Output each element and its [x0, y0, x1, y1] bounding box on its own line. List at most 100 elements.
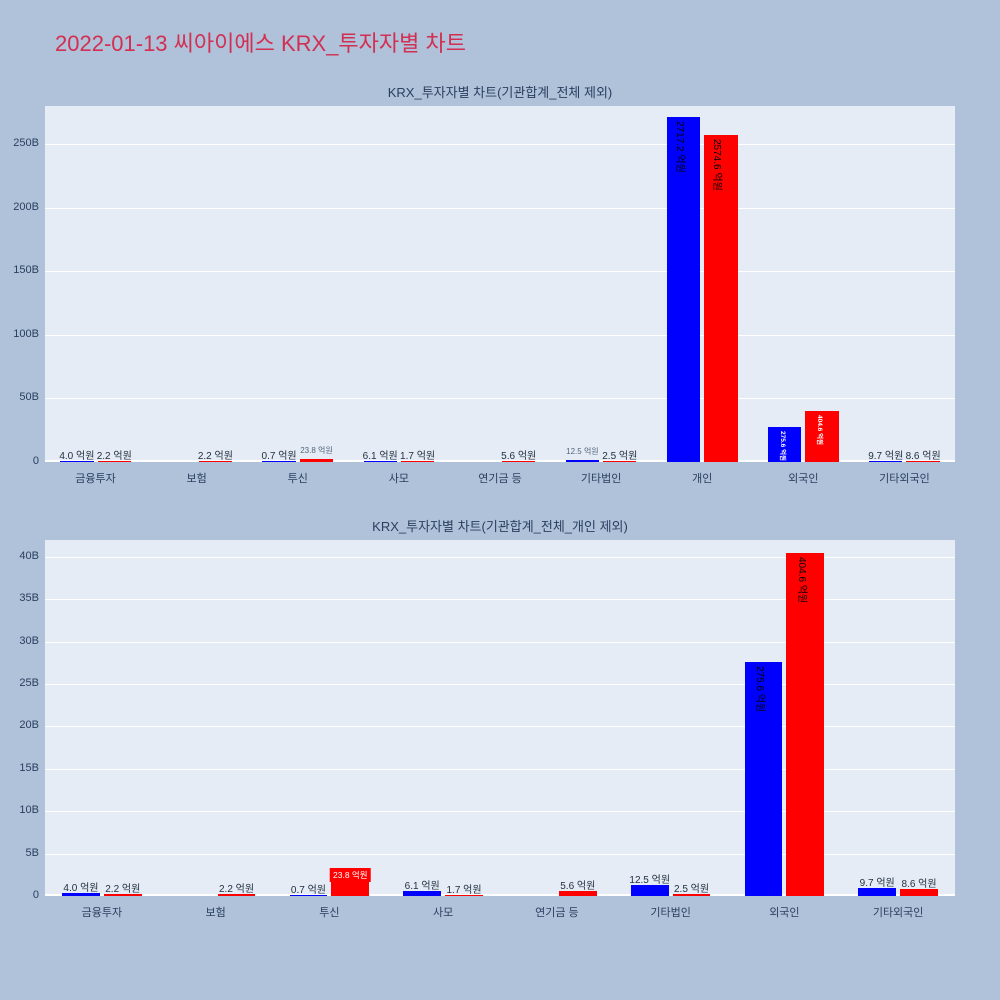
chart-2-title: KRX_투자자별 차트(기관합계_전체_개인 제외) — [372, 519, 628, 534]
x-tick-label: 기타법인 — [580, 473, 622, 485]
y-tick-label: 5B — [25, 846, 39, 859]
y-tick-label: 250B — [13, 137, 39, 150]
gridline — [45, 398, 955, 399]
bar-value-label: 1.7 억원 — [446, 884, 482, 896]
bar-value-label: 23.8 억원 — [300, 445, 333, 455]
y-tick-label: 30B — [19, 634, 39, 647]
y-tick-label: 35B — [19, 592, 39, 605]
bar-blue-기타외국인[interactable] — [858, 887, 897, 896]
bar-red-기타법인[interactable] — [603, 461, 637, 462]
page-title: 2022-01-13 씨아이에스 KRX_투자자별 차트 — [55, 31, 466, 56]
bar-red-금융투자[interactable] — [103, 894, 142, 896]
bar-value-label: 12.5 억원 — [566, 447, 599, 457]
bar-value-label: 8.6 억원 — [901, 878, 937, 890]
y-tick-label: 0 — [32, 455, 39, 467]
bar-red-연기금 등[interactable] — [502, 461, 536, 462]
bar-value-label: 404.6 억원 — [795, 557, 807, 604]
gridline — [45, 599, 955, 600]
y-tick-label: 50B — [19, 391, 39, 404]
bar-value-label: 2.2 억원 — [218, 884, 255, 896]
gridline — [45, 894, 955, 896]
bar-blue-기타외국인[interactable] — [869, 460, 903, 462]
y-tick-label: 15B — [19, 761, 39, 774]
y-tick-label: 0 — [32, 889, 39, 901]
x-tick-label: 사모 — [433, 907, 454, 919]
y-tick-label: 20B — [19, 719, 39, 732]
bar-blue-투신[interactable] — [289, 895, 328, 896]
bar-red-투신[interactable] — [299, 458, 334, 462]
bar-value-label: 4.0 억원 — [63, 882, 99, 894]
bar-red-기타외국인[interactable] — [900, 888, 938, 896]
bar-value-label: 2.2 억원 — [96, 451, 132, 462]
x-tick-label: 기타외국인 — [879, 473, 930, 485]
y-tick-label: 100B — [13, 327, 39, 340]
bar-blue-사모[interactable] — [363, 461, 397, 462]
bar-red-개인[interactable]: 2574.6 억원 — [704, 134, 738, 462]
chart-2-plot-area: 0 5B 10B 15B 20B 25B 30B 35B 40B 금융투자 보험 투신 사모 연기금 등 기… — [19, 540, 955, 919]
bar-value-label: 2717.2 억원 — [674, 120, 686, 173]
bar-value-label: 12.5 억원 — [629, 875, 671, 887]
gridline — [45, 460, 955, 462]
bar-value-label: 0.7 억원 — [290, 885, 327, 896]
x-tick-label: 기타법인 — [650, 907, 691, 919]
bar-blue-사모[interactable] — [403, 890, 442, 896]
bar-blue-기타법인[interactable] — [630, 885, 669, 896]
bar-red-연기금 등[interactable] — [558, 891, 597, 896]
bar-value-label: 4.0 억원 — [59, 451, 95, 462]
gridline — [45, 684, 955, 685]
bar-value-label: 2.5 억원 — [673, 883, 710, 895]
bar-value-label: 5.6 억원 — [560, 881, 596, 893]
bar-red-외국인[interactable]: 404.6 억원 — [786, 553, 825, 896]
bar-red-외국인[interactable]: 404.6 억원 — [805, 410, 839, 462]
gridline — [45, 642, 955, 643]
bar-value-label: 2.5 억원 — [602, 451, 638, 462]
bar-value-label: 2.2 억원 — [197, 451, 233, 462]
x-tick-label: 금융투자 — [75, 473, 116, 485]
bar-blue-금융투자[interactable] — [60, 461, 94, 462]
bar-red-사모[interactable] — [445, 894, 483, 896]
bar-red-보험[interactable] — [217, 894, 256, 896]
bar-red-기타외국인[interactable] — [906, 460, 940, 462]
bar-blue-개인[interactable]: 2717.2 억원 — [666, 116, 701, 462]
y-tick-label: 25B — [19, 677, 39, 690]
x-tick-label: 보험 — [186, 473, 207, 485]
x-tick-label: 투신 — [319, 907, 340, 919]
bar-value-label: 6.1 억원 — [404, 880, 440, 892]
gridline — [45, 769, 955, 770]
x-tick-label: 외국인 — [769, 907, 800, 919]
bar-red-기타법인[interactable] — [672, 893, 711, 896]
gridline — [45, 208, 955, 209]
bar-blue-외국인[interactable]: 275.6 억원 — [767, 426, 802, 462]
bar-value-label: 275.6 억원 — [753, 666, 765, 713]
bar-value-label: 2574.6 억원 — [711, 138, 723, 191]
x-tick-label: 연기금 등 — [478, 473, 522, 485]
bar-blue-투신[interactable] — [262, 461, 296, 462]
bar-blue-금융투자[interactable] — [62, 892, 100, 896]
x-tick-label: 투신 — [287, 473, 308, 485]
bar-red-보험[interactable] — [198, 461, 233, 462]
gridline — [45, 726, 955, 727]
x-tick-label: 외국인 — [788, 473, 819, 485]
bar-value-label: 6.1 억원 — [362, 451, 398, 462]
chart-section-ex-total: KRX_투자자별 차트(기관합계_전체 제외) 0 50B 100B 150B 200B… — [13, 82, 955, 490]
bar-value-label: 1.7 억원 — [400, 451, 436, 462]
chart-1-title: KRX_투자자별 차트(기관합계_전체 제외) — [387, 85, 613, 100]
gridline — [45, 335, 955, 336]
bar-value-label: 8.6 억원 — [905, 450, 941, 462]
bar-value-label: 9.7 억원 — [868, 450, 904, 462]
bar-blue-기타법인[interactable] — [565, 460, 600, 462]
bar-red-금융투자[interactable] — [97, 461, 131, 462]
bar-value-label: 275.6 억원 — [778, 430, 786, 462]
chart-1-plot-area: 0 50B 100B 150B 200B 250B 금융투자 보험 투신 사모 연기금 등 기타법인 개… — [13, 106, 955, 485]
y-tick-label: 40B — [19, 549, 39, 562]
bar-value-label: 9.7 억원 — [859, 877, 895, 889]
y-tick-label: 150B — [13, 264, 39, 277]
gridline — [45, 854, 955, 855]
bar-red-사모[interactable] — [400, 461, 435, 462]
x-tick-label: 사모 — [388, 473, 409, 485]
x-tick-label: 기타외국인 — [872, 907, 924, 919]
bar-blue-외국인[interactable]: 275.6 억원 — [744, 662, 783, 896]
gridline — [45, 144, 955, 145]
gridline — [45, 811, 955, 812]
x-tick-label: 연기금 등 — [535, 907, 579, 919]
